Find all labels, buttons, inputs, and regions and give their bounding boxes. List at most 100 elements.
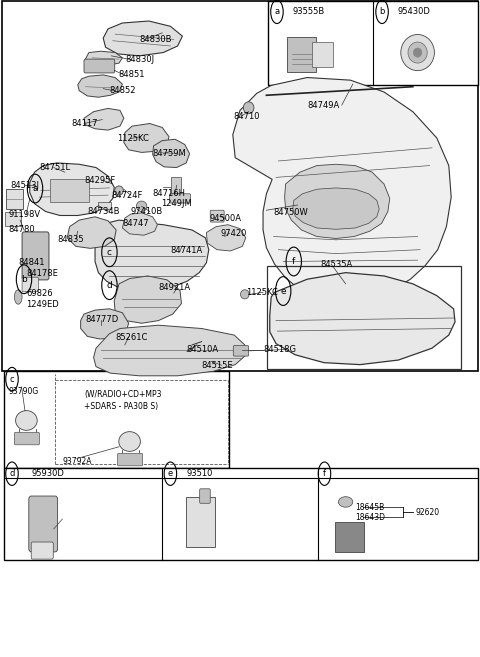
FancyBboxPatch shape: [50, 179, 89, 202]
Text: 84852: 84852: [109, 86, 136, 95]
Polygon shape: [85, 51, 122, 66]
Polygon shape: [153, 139, 190, 168]
FancyBboxPatch shape: [22, 277, 38, 292]
FancyBboxPatch shape: [268, 1, 478, 85]
Text: 94500A: 94500A: [209, 214, 241, 223]
Ellipse shape: [338, 497, 353, 507]
Ellipse shape: [408, 42, 427, 63]
FancyBboxPatch shape: [4, 468, 478, 560]
Text: 93555B: 93555B: [292, 7, 324, 16]
Text: 84513J: 84513J: [11, 181, 39, 190]
Text: 84518G: 84518G: [263, 345, 296, 354]
Text: 69826: 69826: [26, 289, 53, 298]
Text: 84851: 84851: [119, 70, 145, 79]
Text: e: e: [168, 469, 173, 478]
Polygon shape: [270, 273, 455, 365]
Text: 84734B: 84734B: [88, 207, 120, 216]
FancyBboxPatch shape: [169, 194, 191, 203]
Text: d: d: [107, 281, 112, 290]
Text: 1125KC: 1125KC: [246, 288, 277, 297]
Text: b: b: [21, 275, 27, 284]
Text: 84750W: 84750W: [274, 208, 308, 217]
Polygon shape: [124, 124, 169, 152]
FancyBboxPatch shape: [2, 1, 478, 371]
Text: 84716H: 84716H: [153, 189, 186, 198]
Polygon shape: [78, 75, 122, 97]
Text: 95930D: 95930D: [31, 469, 64, 478]
FancyBboxPatch shape: [31, 542, 53, 559]
Text: 84710: 84710: [234, 112, 260, 121]
FancyBboxPatch shape: [200, 489, 210, 503]
Text: 91198V: 91198V: [9, 210, 41, 219]
Text: e: e: [280, 286, 286, 296]
Text: 95430D: 95430D: [397, 7, 430, 16]
Text: 84749A: 84749A: [307, 101, 339, 110]
Polygon shape: [95, 220, 209, 290]
Text: (W/RADIO+CD+MP3
+SDARS - PA30B S): (W/RADIO+CD+MP3 +SDARS - PA30B S): [84, 390, 161, 411]
FancyBboxPatch shape: [233, 346, 249, 356]
FancyBboxPatch shape: [29, 496, 58, 552]
Text: f: f: [323, 469, 326, 478]
Text: 84510A: 84510A: [186, 345, 218, 354]
Ellipse shape: [413, 48, 422, 57]
Text: c: c: [107, 248, 112, 257]
FancyBboxPatch shape: [6, 189, 23, 209]
Text: 84921A: 84921A: [158, 283, 191, 292]
FancyBboxPatch shape: [312, 42, 333, 67]
Ellipse shape: [14, 290, 22, 304]
Text: 84777D: 84777D: [85, 315, 119, 325]
Ellipse shape: [240, 290, 249, 299]
FancyBboxPatch shape: [118, 453, 143, 466]
Text: 92620: 92620: [415, 508, 439, 517]
Polygon shape: [285, 164, 390, 238]
FancyBboxPatch shape: [171, 177, 181, 193]
Text: 84759M: 84759M: [152, 149, 186, 158]
Text: 1249ED: 1249ED: [26, 300, 59, 309]
Ellipse shape: [136, 201, 147, 212]
Text: d: d: [9, 469, 15, 478]
Text: 84515E: 84515E: [202, 361, 233, 370]
Polygon shape: [114, 276, 181, 323]
Text: 18645B: 18645B: [355, 503, 384, 512]
Polygon shape: [84, 108, 124, 130]
Ellipse shape: [115, 186, 123, 195]
Text: b: b: [379, 7, 385, 16]
Polygon shape: [233, 78, 451, 299]
Text: 84747: 84747: [122, 219, 149, 228]
Text: c: c: [10, 374, 14, 384]
Text: 93510: 93510: [186, 469, 213, 478]
FancyBboxPatch shape: [210, 210, 224, 222]
FancyBboxPatch shape: [14, 432, 39, 445]
Text: 1125KC: 1125KC: [117, 134, 149, 143]
Text: 84830J: 84830J: [126, 55, 155, 64]
Polygon shape: [67, 217, 116, 248]
Text: f: f: [292, 257, 295, 266]
Text: 84117: 84117: [71, 119, 97, 128]
Text: 97420: 97420: [221, 229, 247, 238]
FancyBboxPatch shape: [287, 37, 316, 72]
Polygon shape: [122, 213, 157, 235]
FancyBboxPatch shape: [84, 59, 115, 73]
Text: 84178E: 84178E: [26, 269, 58, 279]
Text: 84830B: 84830B: [139, 35, 172, 44]
Text: 93790G: 93790G: [9, 387, 39, 396]
Polygon shape: [103, 21, 182, 56]
FancyBboxPatch shape: [335, 522, 364, 552]
Text: 84535A: 84535A: [321, 260, 353, 269]
Text: 84724F: 84724F: [112, 191, 143, 200]
FancyBboxPatch shape: [5, 212, 21, 226]
Polygon shape: [206, 225, 246, 251]
Ellipse shape: [243, 102, 254, 114]
Text: 84841: 84841: [18, 258, 45, 267]
Text: 84751L: 84751L: [39, 163, 71, 172]
FancyBboxPatch shape: [186, 497, 215, 547]
Polygon shape: [81, 309, 129, 339]
Text: 18643D: 18643D: [355, 512, 385, 522]
Text: a: a: [32, 184, 38, 193]
Text: 97410B: 97410B: [131, 207, 163, 216]
Polygon shape: [293, 188, 379, 229]
Text: 1249JM: 1249JM: [161, 199, 192, 208]
Polygon shape: [94, 325, 245, 376]
Text: 93792A: 93792A: [62, 457, 92, 466]
FancyBboxPatch shape: [98, 202, 111, 209]
